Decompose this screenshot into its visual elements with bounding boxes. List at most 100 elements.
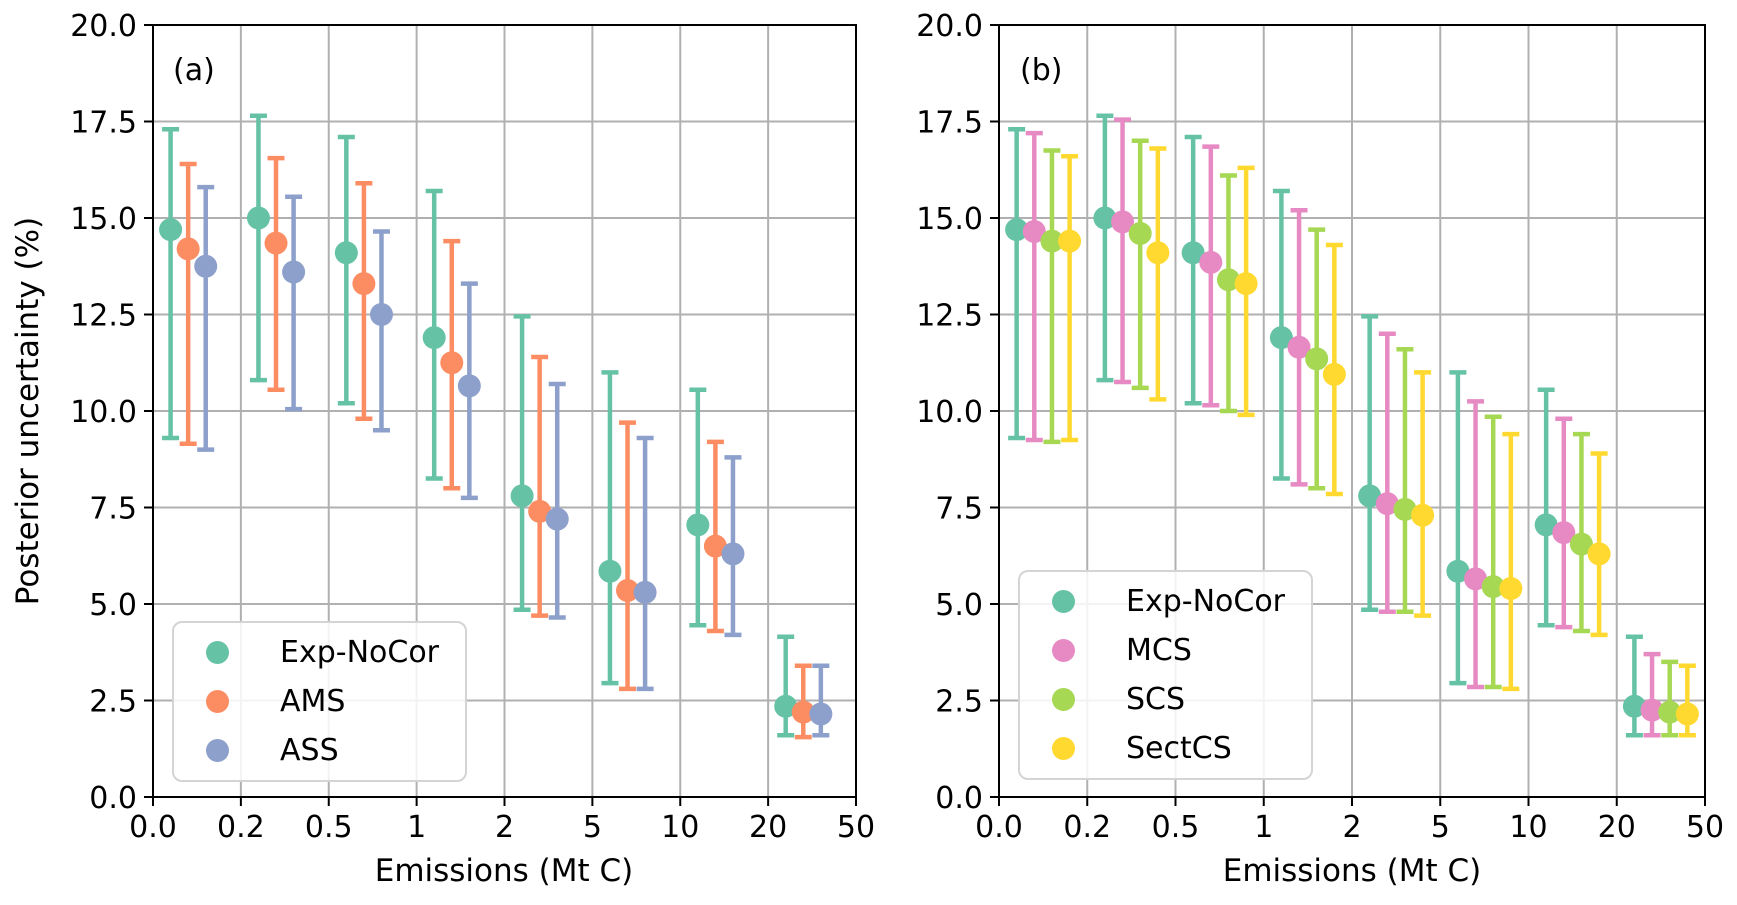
data-point-SCS [1481, 575, 1505, 599]
legend-marker-icon [1052, 639, 1075, 662]
data-point-ASS [721, 542, 745, 566]
y-tick-label: 7.5 [89, 492, 137, 527]
data-point-SCS [1216, 268, 1240, 292]
data-point-SectCS [1234, 272, 1258, 296]
data-point-ASS [369, 303, 393, 326]
data-point-SectCS [1587, 542, 1611, 566]
x-tick-label: 20 [1598, 810, 1636, 845]
x-tick-label: 20 [749, 810, 787, 845]
data-point-Exp-NoCor [422, 326, 446, 350]
x-tick-label: 5 [1431, 810, 1450, 845]
data-point-MCS [1464, 567, 1488, 591]
y-tick-label: 7.5 [935, 492, 983, 527]
panel-letter-a: (a) [173, 53, 215, 88]
data-point-AMS [440, 351, 464, 375]
data-point-Exp-NoCor [1269, 326, 1293, 350]
legend-label: MCS [1126, 633, 1192, 668]
y-tick-label: 10.0 [916, 395, 983, 430]
x-tick-label: 1 [1254, 810, 1273, 845]
data-point-AMS [352, 272, 376, 296]
data-point-ASS [633, 580, 657, 604]
y-tick-label: 17.5 [916, 106, 983, 141]
data-point-AMS [528, 499, 552, 523]
legend-item-SectCS: SectCS [1020, 724, 1311, 773]
data-point-AMS [703, 534, 727, 558]
data-point-SCS [1040, 229, 1064, 253]
data-point-Exp-NoCor [598, 559, 622, 583]
data-point-Exp-NoCor [246, 206, 270, 230]
panel-letter-b: (b) [1020, 53, 1063, 88]
y-tick-label: 15.0 [70, 202, 137, 237]
data-point-SectCS [1499, 577, 1523, 601]
legend-marker-icon [1052, 590, 1075, 613]
data-point-AMS [264, 231, 288, 255]
y-tick-label: 0.0 [935, 781, 983, 816]
data-point-SCS [1658, 700, 1682, 724]
legend-label: SCS [1126, 682, 1186, 717]
y-tick-label: 5.0 [935, 588, 983, 623]
data-point-SectCS [1058, 229, 1082, 253]
legend-item-MCS: MCS [1020, 626, 1311, 675]
data-point-MCS [1111, 210, 1135, 234]
data-point-SCS [1128, 221, 1152, 245]
data-point-SCS [1305, 347, 1329, 371]
x-tick-label: 0.2 [217, 810, 265, 845]
x-tick-label: 10 [661, 810, 699, 845]
data-point-Exp-NoCor [774, 694, 798, 718]
x-tick-label: 10 [1509, 810, 1547, 845]
data-point-MCS [1287, 335, 1311, 359]
data-point-ASS [545, 507, 569, 531]
legend-item-Exp-NoCor: Exp-NoCor [1020, 577, 1311, 626]
y-tick-label: 2.5 [935, 685, 983, 720]
x-tick-label: 0.5 [305, 810, 353, 845]
legend-label: Exp-NoCor [280, 635, 440, 670]
legend-marker-icon [206, 739, 229, 762]
data-point-Exp-NoCor [1005, 218, 1029, 242]
legend-label: Exp-NoCor [1126, 584, 1286, 619]
y-tick-label: 10.0 [70, 395, 137, 430]
data-point-Exp-NoCor [1181, 241, 1205, 265]
data-point-Exp-NoCor [1622, 694, 1646, 718]
data-point-SCS [1569, 532, 1593, 556]
data-point-AMS [616, 578, 640, 602]
data-point-ASS [809, 702, 833, 726]
data-point-Exp-NoCor [334, 241, 358, 265]
x-tick-label: 50 [837, 810, 875, 845]
legend-label: AMS [280, 684, 346, 719]
data-point-MCS [1552, 521, 1576, 545]
data-point-SCS [1393, 497, 1417, 521]
data-point-Exp-NoCor [1358, 484, 1382, 508]
x-tick-label: 2 [1342, 810, 1361, 845]
legend-item-AMS: AMS [174, 677, 465, 726]
data-point-ASS [282, 260, 306, 284]
data-point-AMS [176, 237, 200, 261]
data-point-AMS [791, 700, 815, 724]
data-point-SectCS [1322, 362, 1346, 386]
x-tick-label: 0.2 [1063, 810, 1111, 845]
x-tick-label: 2 [495, 810, 514, 845]
legend-marker-icon [206, 690, 229, 713]
x-axis-title-panel-a: Emissions (Mt C) [374, 853, 634, 889]
data-point-Exp-NoCor [510, 484, 534, 508]
y-tick-label: 15.0 [916, 202, 983, 237]
data-point-ASS [457, 374, 481, 398]
y-axis-title: Posterior uncertainty (%) [10, 216, 46, 606]
data-point-Exp-NoCor [159, 218, 183, 242]
y-tick-label: 5.0 [89, 588, 137, 623]
data-point-SectCS [1411, 503, 1435, 527]
legend-item-ASS: ASS [174, 726, 465, 775]
y-tick-label: 2.5 [89, 685, 137, 720]
legend-item-SCS: SCS [1020, 675, 1311, 724]
legend-panel-b: Exp-NoCor MCS SCS SectCS [1018, 570, 1313, 780]
data-point-Exp-NoCor [1093, 206, 1117, 230]
legend-marker-icon [1052, 737, 1075, 760]
legend-panel-a: Exp-NoCor AMS ASS [172, 621, 467, 782]
x-tick-label: 1 [407, 810, 426, 845]
x-tick-label: 50 [1686, 810, 1724, 845]
y-tick-label: 12.5 [916, 299, 983, 334]
data-point-Exp-NoCor [1446, 559, 1470, 583]
x-tick-label: 0.0 [975, 810, 1023, 845]
legend-label: ASS [280, 733, 339, 768]
legend-marker-icon [1052, 688, 1075, 711]
